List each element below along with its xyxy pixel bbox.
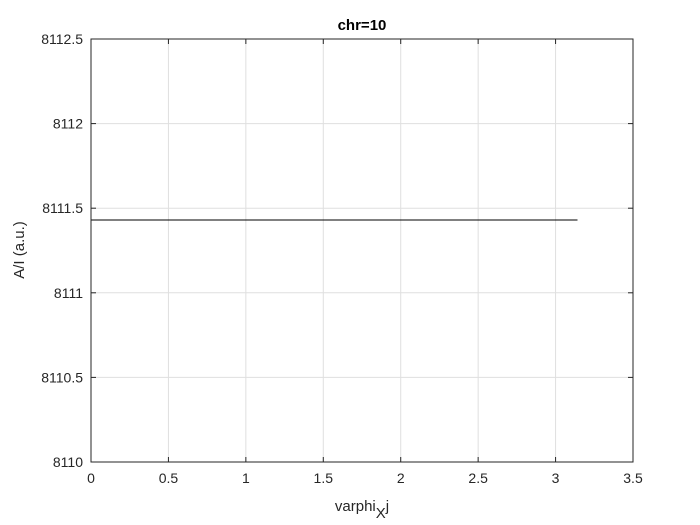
x-tick-labels: 0 0.5 1 1.5 2 2.5 3 3.5 [87, 470, 643, 486]
y-axis-label: A/I (a.u.) [11, 221, 28, 279]
y-tick-label: 8110.5 [41, 369, 83, 385]
x-tick-label: 3 [552, 470, 560, 486]
plot-frame [90, 38, 634, 463]
x-axis-label: varphiXj [335, 498, 389, 522]
x-tick-label: 1 [242, 470, 250, 486]
x-tick-label: 0.5 [159, 470, 179, 486]
x-tick-label: 0 [87, 470, 95, 486]
plot-background [91, 39, 633, 462]
x-axis-label-suffix: j [385, 498, 389, 515]
x-tick-label: 3.5 [623, 470, 643, 486]
y-tick-labels: 8110 8110.5 8111 8111.5 8112 8112.5 [41, 31, 83, 470]
x-tick-label: 2.5 [468, 470, 488, 486]
y-tick-label: 8111 [54, 285, 83, 301]
x-tick-label: 2 [397, 470, 405, 486]
x-tick-label: 1.5 [314, 470, 334, 486]
x-axis-label-subscript: X [376, 505, 386, 522]
y-tick-label: 8112 [53, 116, 83, 132]
x-axis-label-main: varphi [335, 498, 376, 515]
y-tick-label: 8112.5 [41, 31, 83, 47]
chart-title: chr=10 [338, 17, 387, 34]
y-tick-label: 8110 [53, 454, 83, 470]
y-tick-label: 8111.5 [42, 200, 83, 216]
tick-marks [90, 38, 634, 463]
